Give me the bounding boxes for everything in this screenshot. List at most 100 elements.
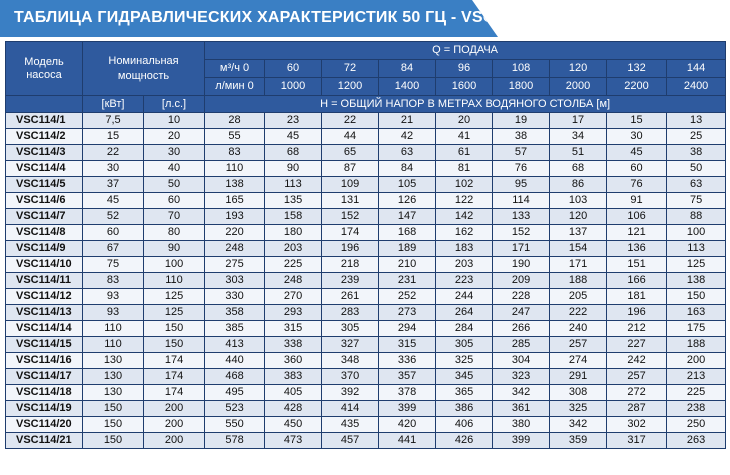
head-value-cell: 272: [606, 384, 668, 401]
head-value-cell: 450: [264, 416, 323, 433]
table-row: VSC114/7 52 70 193 158 152 147 142 133 120 106 88: [5, 208, 727, 225]
unit-kw: [кВт]: [82, 95, 144, 113]
hp-cell: 174: [142, 352, 206, 369]
head-value-cell: 126: [378, 192, 437, 209]
head-value-cell: 203: [435, 256, 494, 273]
head-value-cell: 121: [606, 224, 668, 241]
head-value-cell: 399: [492, 432, 551, 449]
head-value-cell: 406: [435, 416, 494, 433]
title-banner: ТАБЛИЦА ГИДРАВЛИЧЕСКИХ ХАРАКТЕРИСТИК 50 …: [0, 0, 498, 37]
head-value-cell: 44: [321, 128, 380, 145]
head-value-cell: 60: [606, 160, 668, 177]
model-cell: VSC114/2: [5, 128, 83, 145]
head-value-cell: 158: [264, 208, 323, 225]
head-value-cell: 239: [321, 272, 380, 289]
head-value-cell: 414: [321, 400, 380, 417]
head-value-cell: 291: [549, 368, 608, 385]
model-cell: VSC114/8: [5, 224, 83, 241]
head-value-cell: 248: [204, 240, 266, 257]
flow-m3h-cell: 144: [666, 59, 727, 78]
model-header: Модель насоса: [5, 41, 83, 96]
head-value-cell: 285: [492, 336, 551, 353]
unit-lmin: л/мин 0: [204, 77, 266, 96]
head-value-cell: 154: [549, 240, 608, 257]
head-value-cell: 304: [492, 352, 551, 369]
head-value-cell: 113: [264, 176, 323, 193]
head-value-cell: 327: [321, 336, 380, 353]
head-value-cell: 168: [378, 224, 437, 241]
head-value-cell: 284: [435, 320, 494, 337]
head-value-cell: 252: [378, 288, 437, 305]
head-value-cell: 135: [264, 192, 323, 209]
head-value-cell: 20: [435, 112, 494, 129]
kw-cell: 30: [82, 160, 144, 177]
kw-cell: 150: [82, 416, 144, 433]
table-row: VSC114/16 130 174 440 360 348 336 325 304 274 242 2…: [5, 352, 727, 369]
table-row: VSC114/9 67 90 248 203 196 189 183 171 154 136 113: [5, 240, 727, 257]
table-row: VSC114/4 30 40 110 90 87 84 81 76 68 60 50: [5, 160, 727, 177]
head-value-cell: 88: [666, 208, 727, 225]
kw-cell: 67: [82, 240, 144, 257]
head-value-cell: 63: [666, 176, 727, 193]
head-value-cell: 90: [264, 160, 323, 177]
hp-cell: 50: [142, 176, 206, 193]
head-value-cell: 550: [204, 416, 266, 433]
head-value-cell: 244: [435, 288, 494, 305]
head-value-cell: 220: [204, 224, 266, 241]
head-value-cell: 212: [606, 320, 668, 337]
head-value-cell: 336: [378, 352, 437, 369]
hp-cell: 110: [142, 272, 206, 289]
head-value-cell: 358: [204, 304, 266, 321]
model-unit-blank: [5, 95, 83, 113]
head-value-cell: 357: [378, 368, 437, 385]
hp-cell: 40: [142, 160, 206, 177]
head-value-cell: 28: [204, 112, 266, 129]
head-value-cell: 380: [492, 416, 551, 433]
head-value-cell: 348: [321, 352, 380, 369]
hp-cell: 200: [142, 400, 206, 417]
head-value-cell: 325: [435, 352, 494, 369]
kw-cell: 150: [82, 432, 144, 449]
hp-cell: 150: [142, 336, 206, 353]
head-value-cell: 91: [606, 192, 668, 209]
head-value-cell: 57: [492, 144, 551, 161]
hp-cell: 174: [142, 368, 206, 385]
hp-cell: 200: [142, 416, 206, 433]
head-value-cell: 190: [492, 256, 551, 273]
head-value-cell: 378: [378, 384, 437, 401]
head-value-cell: 30: [606, 128, 668, 145]
head-value-cell: 338: [264, 336, 323, 353]
model-cell: VSC114/6: [5, 192, 83, 209]
head-value-cell: 468: [204, 368, 266, 385]
head-value-cell: 83: [204, 144, 266, 161]
hp-cell: 174: [142, 384, 206, 401]
hp-cell: 60: [142, 192, 206, 209]
table-row: VSC114/13 93 125 358 293 283 273 264 247 222 196 16…: [5, 304, 727, 321]
flow-lmin-cell: 2200: [606, 77, 668, 96]
head-value-cell: 68: [549, 160, 608, 177]
head-value-cell: 257: [606, 368, 668, 385]
head-value-cell: 138: [204, 176, 266, 193]
head-value-cell: 13: [666, 112, 727, 129]
head-value-cell: 21: [378, 112, 437, 129]
head-value-cell: 283: [321, 304, 380, 321]
head-value-cell: 247: [492, 304, 551, 321]
head-value-cell: 330: [204, 288, 266, 305]
model-cell: VSC114/17: [5, 368, 83, 385]
head-value-cell: 383: [264, 368, 323, 385]
head-value-cell: 303: [204, 272, 266, 289]
head-value-cell: 305: [321, 320, 380, 337]
head-value-cell: 81: [435, 160, 494, 177]
hp-cell: 30: [142, 144, 206, 161]
head-value-cell: 65: [321, 144, 380, 161]
kw-cell: 75: [82, 256, 144, 273]
head-value-cell: 188: [549, 272, 608, 289]
head-value-cell: 84: [378, 160, 437, 177]
head-value-cell: 359: [549, 432, 608, 449]
head-value-cell: 51: [549, 144, 608, 161]
flow-m3h-cell: 132: [606, 59, 668, 78]
head-value-cell: 183: [435, 240, 494, 257]
kw-cell: 110: [82, 320, 144, 337]
head-value-cell: 95: [492, 176, 551, 193]
head-value-cell: 385: [204, 320, 266, 337]
